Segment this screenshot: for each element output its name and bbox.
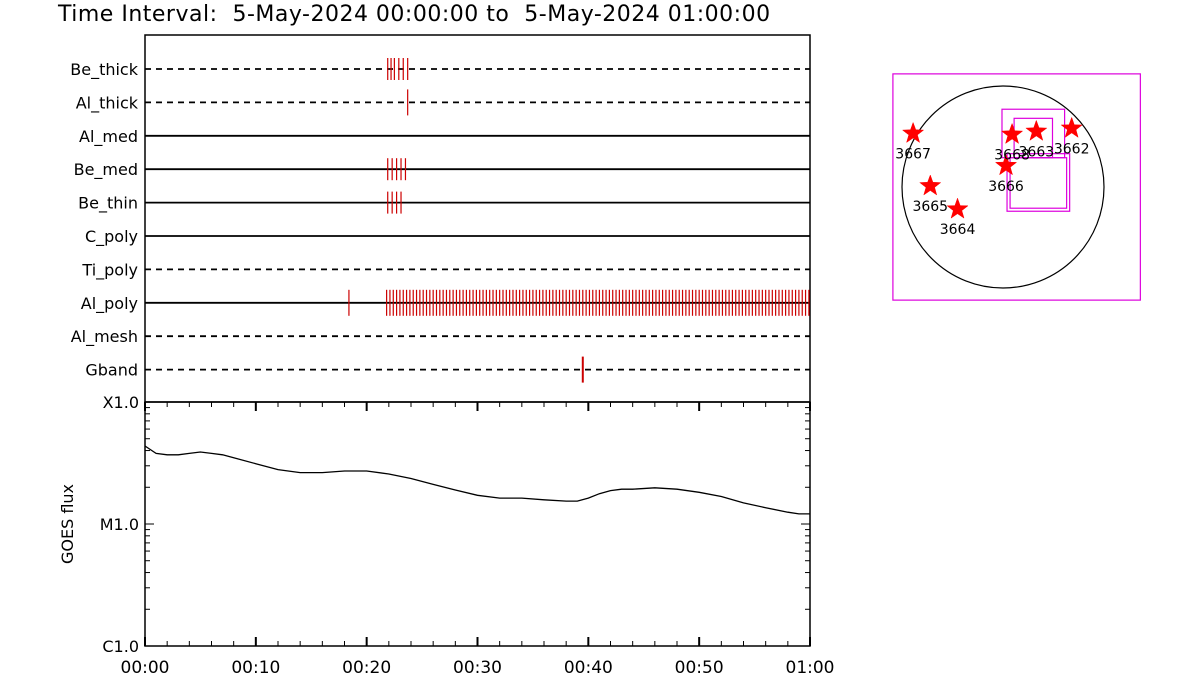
goes-flux-line — [144, 445, 810, 515]
timeline-frame — [144, 34, 811, 403]
channel-label-Be_med: Be_med — [74, 160, 138, 180]
goes-xtick-label-5: 00:50 — [675, 658, 724, 678]
channel-label-Gband: Gband — [85, 361, 138, 380]
channel-label-Al_poly: Al_poly — [81, 294, 138, 314]
channel-label-Al_med: Al_med — [79, 127, 138, 147]
chart-title: Time Interval: 5-May-2024 00:00:00 to 5-… — [58, 2, 771, 27]
goes-xtick-label-0: 00:00 — [121, 658, 170, 678]
solar-limb — [901, 85, 1105, 289]
region-star-3662 — [1060, 116, 1083, 138]
channel-label-Be_thin: Be_thin — [78, 194, 138, 214]
channel-label-Ti_poly: Ti_poly — [81, 260, 138, 280]
region-star-3668 — [1000, 122, 1024, 144]
goes-xtick-label-6: 01:00 — [786, 658, 835, 678]
goes-xtick-label-4: 00:40 — [564, 658, 613, 678]
region-label-3668: 3668 — [994, 147, 1030, 163]
region-label-3662: 3662 — [1054, 141, 1090, 157]
region-label-3667: 3667 — [895, 146, 931, 162]
region-label-3666: 3666 — [988, 179, 1024, 195]
field-of-view-box-4 — [1009, 157, 1068, 209]
goes-frame — [144, 401, 811, 647]
goes-ytick-label-1: M1.0 — [100, 515, 139, 534]
goes-flux-panel: X1.0 M1.0 C1.0 GOES flux 00:00 00:10 00:20 00:3… — [58, 393, 835, 678]
region-label-3665: 3665 — [912, 199, 948, 215]
goes-ytick-label-2: C1.0 — [102, 637, 139, 656]
region-star-3663 — [1025, 119, 1048, 141]
channel-label-C_poly: C_poly — [85, 227, 138, 247]
goes-xtick-label-3: 00:30 — [453, 658, 502, 678]
channel-label-Be_thick: Be_thick — [70, 60, 138, 80]
goes-ylabel: GOES flux — [58, 484, 77, 564]
region-label-3664: 3664 — [940, 222, 976, 238]
field-of-view-box-0 — [892, 73, 1141, 301]
region-star-3667 — [901, 121, 925, 143]
goes-xtick-label-2: 00:20 — [342, 658, 391, 678]
channel-timeline-panel: Be_thick Al_thick Al_med Be_med Be_thin C_pol… — [70, 34, 811, 403]
channel-label-Al_thick: Al_thick — [76, 93, 139, 113]
region-star-3664 — [946, 197, 969, 219]
region-label-3663: 3663 — [1019, 144, 1055, 160]
region-star-3666 — [994, 154, 1018, 176]
goes-ytick-label-0: X1.0 — [103, 393, 139, 412]
region-star-3665 — [919, 174, 942, 196]
goes-xtick-label-1: 00:10 — [231, 658, 280, 678]
field-of-view-box-3 — [1006, 153, 1071, 212]
channel-label-Al_mesh: Al_mesh — [71, 327, 138, 347]
